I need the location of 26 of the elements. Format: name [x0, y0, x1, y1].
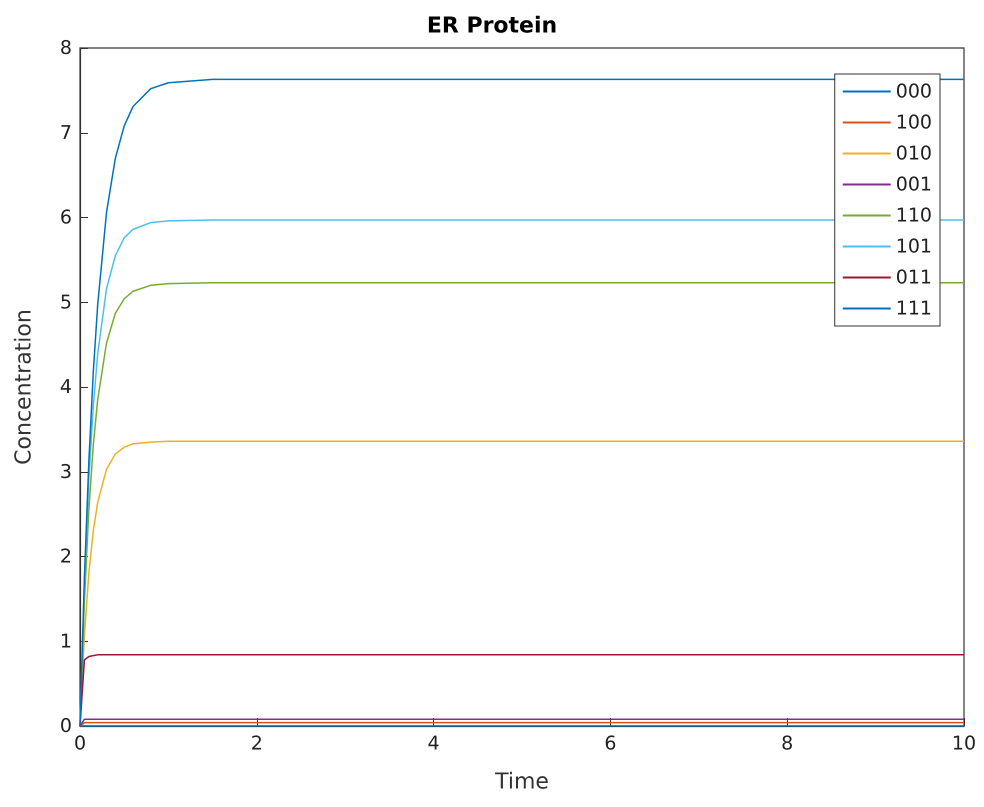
y-tick-label: 2	[60, 546, 72, 568]
x-tick-label: 4	[428, 732, 440, 754]
y-tick-label: 8	[60, 37, 72, 59]
y-tick-label: 6	[60, 206, 72, 228]
x-tick-label: 10	[952, 732, 976, 754]
legend-label: 110	[896, 204, 932, 226]
y-axis-title: Concentration	[12, 309, 36, 465]
legend-label: 001	[896, 174, 932, 196]
legend-label: 010	[896, 142, 932, 164]
x-tick-label: 6	[604, 732, 616, 754]
legend-label: 011	[896, 266, 932, 288]
y-tick-label: 4	[60, 376, 72, 398]
x-tick-label: 0	[74, 732, 86, 754]
y-tick-label: 3	[60, 460, 72, 483]
x-axis-title: Time	[494, 770, 549, 794]
x-tick-label: 8	[781, 732, 794, 754]
x-tick-label: 2	[250, 732, 263, 754]
y-tick-label: 7	[60, 122, 72, 144]
legend-label: 111	[896, 298, 932, 320]
legend-label: 100	[896, 112, 932, 134]
y-tick-label: 0	[60, 715, 72, 737]
y-tick-label: 5	[60, 291, 72, 314]
legend-label: 101	[896, 236, 932, 258]
chart-title: ER Protein	[426, 14, 558, 38]
y-tick-label: 1	[60, 630, 72, 652]
legend-label: 000	[896, 80, 932, 102]
